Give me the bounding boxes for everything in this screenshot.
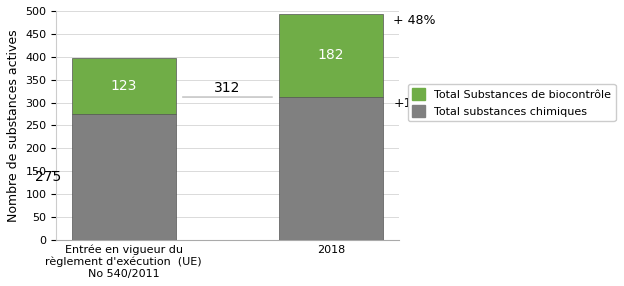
Text: + 48%: + 48% [393, 14, 436, 27]
Text: 182: 182 [318, 48, 344, 62]
Text: 275: 275 [36, 170, 62, 184]
Text: 123: 123 [110, 79, 137, 93]
Bar [72, 58, 175, 114]
Y-axis label: Nombre de substances actives: Nombre de substances actives [7, 29, 20, 222]
Text: +13,5%: +13,5% [393, 98, 444, 110]
Bar [72, 114, 175, 240]
Text: 312: 312 [214, 81, 241, 95]
Bar [280, 14, 383, 97]
Legend: Total Substances de biocontrôle, Total substances chimiques: Total Substances de biocontrôle, Total s… [407, 84, 616, 121]
Bar [280, 97, 383, 240]
